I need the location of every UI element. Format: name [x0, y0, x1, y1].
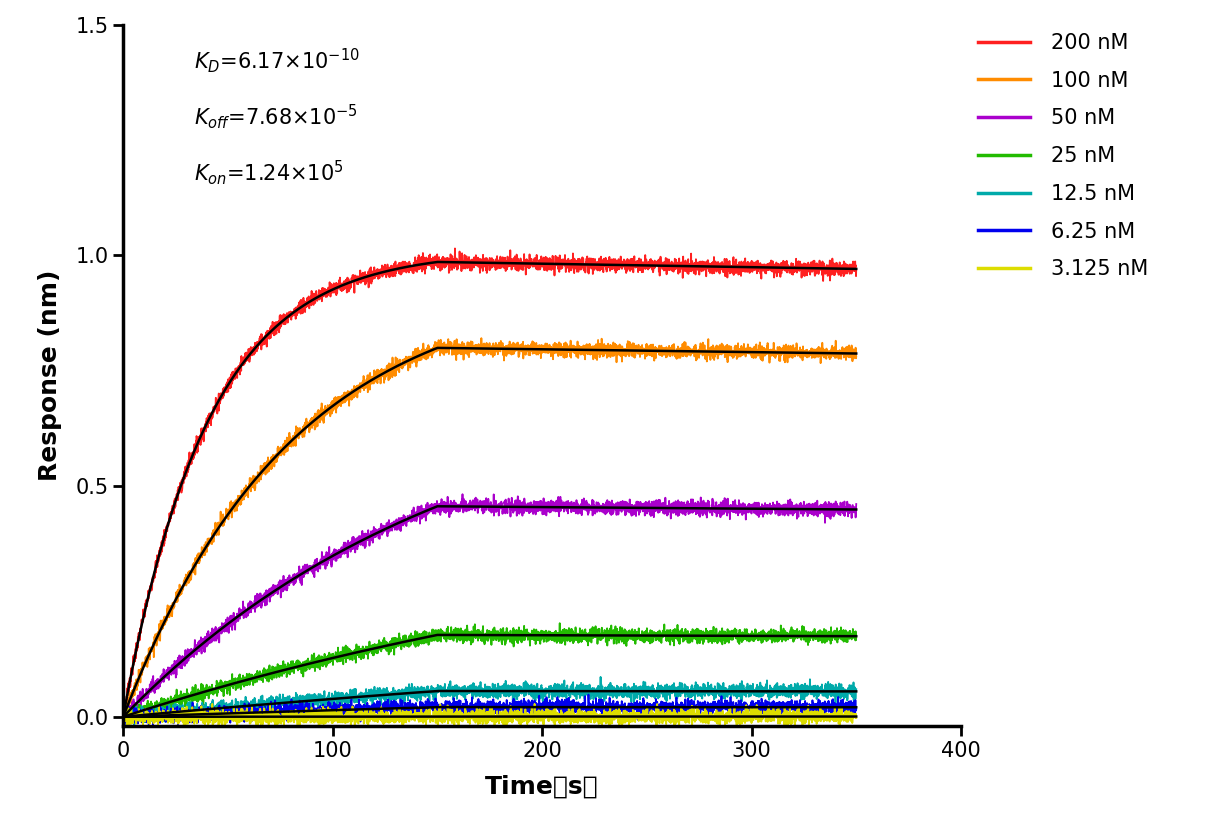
Text: $K_D$=6.17×10$^{-10}$: $K_D$=6.17×10$^{-10}$ [195, 45, 360, 74]
Text: $K_{off}$=7.68×10$^{-5}$: $K_{off}$=7.68×10$^{-5}$ [195, 102, 359, 130]
Y-axis label: Response (nm): Response (nm) [38, 270, 62, 481]
X-axis label: Time（s）: Time（s） [485, 775, 599, 799]
Text: $K_{on}$=1.24×10$^5$: $K_{on}$=1.24×10$^5$ [195, 158, 344, 186]
Legend: 200 nM, 100 nM, 50 nM, 25 nM, 12.5 nM, 6.25 nM, 3.125 nM: 200 nM, 100 nM, 50 nM, 25 nM, 12.5 nM, 6… [970, 25, 1156, 288]
